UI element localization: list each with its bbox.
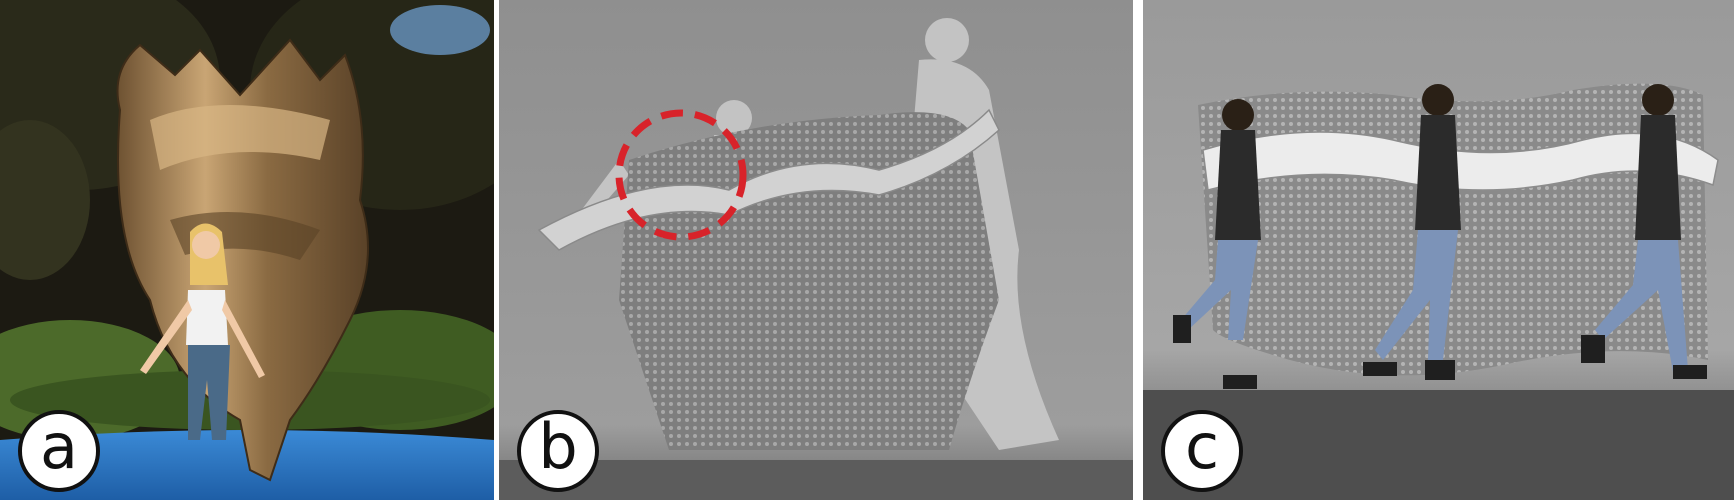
panel-a: a bbox=[0, 0, 494, 500]
girl-figure bbox=[140, 223, 265, 440]
cloth-front bbox=[537, 108, 1000, 251]
runner-figures bbox=[1173, 84, 1707, 389]
highlight-circle bbox=[615, 109, 747, 241]
panel-c-image bbox=[1143, 0, 1734, 500]
panel-a-image bbox=[0, 0, 494, 500]
trampoline bbox=[0, 430, 494, 500]
panel-b-badge: b bbox=[517, 410, 599, 492]
panel-a-badge: a bbox=[18, 410, 100, 492]
panel-c: c bbox=[1143, 0, 1734, 500]
panel-b: b bbox=[499, 0, 1133, 500]
panel-b-image bbox=[499, 0, 1133, 500]
panel-c-badge: c bbox=[1161, 410, 1243, 492]
